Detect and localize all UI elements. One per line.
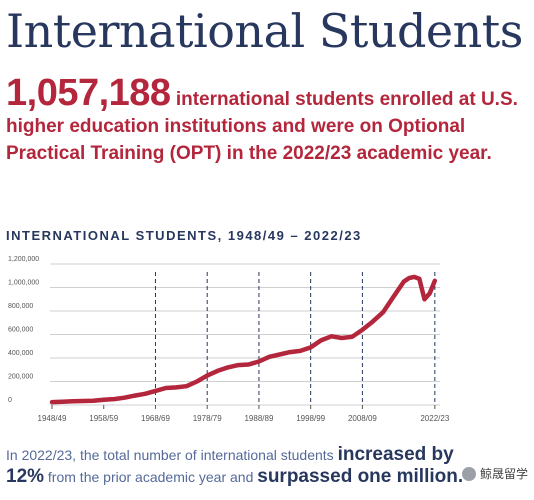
data-point	[320, 339, 322, 342]
hero-statement: 1,057,188 international students enrolle…	[6, 74, 526, 167]
x-tick-label: 1988/89	[244, 414, 273, 423]
y-tick-label: 400,000	[8, 350, 33, 357]
data-point	[402, 280, 405, 283]
y-tick-label: 1,000,000	[8, 280, 39, 287]
data-point	[330, 335, 333, 338]
data-point	[102, 398, 105, 401]
data-point	[418, 277, 421, 280]
data-point	[309, 346, 312, 349]
hero-text-1: international students	[175, 89, 375, 110]
data-point	[196, 380, 198, 383]
data-point	[237, 364, 240, 366]
data-point	[340, 337, 343, 339]
y-tick-label: 0	[8, 397, 12, 404]
y-tick-label: 200,000	[8, 374, 33, 381]
footnote-emph-2: surpassed one million.	[257, 466, 464, 487]
data-point	[92, 399, 95, 402]
data-point	[133, 394, 136, 397]
data-point	[185, 385, 188, 387]
x-tick-label: 2022/23	[420, 414, 449, 423]
data-point	[423, 298, 426, 301]
data-point	[392, 296, 395, 298]
data-point	[113, 398, 115, 400]
data-point	[227, 366, 229, 369]
data-point	[408, 277, 410, 279]
data-point	[278, 353, 281, 356]
data-point	[258, 360, 260, 363]
data-point	[289, 351, 291, 353]
data-point	[361, 329, 364, 331]
data-point	[154, 390, 157, 392]
data-point	[71, 400, 74, 403]
data-point	[82, 400, 84, 402]
data-point	[371, 320, 374, 323]
footnote-part-2: from the prior academic year and	[47, 469, 254, 485]
hero-text-2: enrolled at U.S. higher education instit…	[6, 89, 518, 164]
x-tick-label: 2008/09	[348, 414, 377, 423]
hero-number: 1,057,188	[6, 72, 171, 114]
x-tick-label: 1968/69	[141, 414, 170, 423]
data-point	[206, 374, 208, 377]
data-point	[123, 396, 126, 399]
data-point	[51, 401, 53, 403]
y-tick-label: 800,000	[8, 303, 33, 310]
data-point	[434, 279, 436, 282]
watermark-text: 鲸晟留学	[479, 467, 528, 481]
data-point	[351, 336, 353, 338]
data-point	[382, 311, 384, 313]
footnote-emph-1: increased by 12%	[6, 444, 454, 487]
watermark: 鲸晟留学	[461, 465, 528, 482]
footnote-part-1: In 2022/23, the total number of internat…	[6, 447, 334, 463]
x-tick-label: 1948/49	[38, 414, 67, 423]
data-point	[175, 386, 177, 389]
x-tick-label: 1978/79	[193, 414, 222, 423]
y-tick-label: 1,200,000	[8, 256, 39, 263]
data-point	[144, 393, 146, 395]
data-point	[247, 363, 250, 366]
x-tick-label: 1958/59	[89, 414, 118, 423]
x-tick-label: 1998/99	[296, 414, 325, 423]
chart-title: INTERNATIONAL STUDENTS, 1948/49 – 2022/2…	[6, 228, 362, 243]
line-chart: 0 200,000 400,000 600,000 800,000 1,000,000 1,…	[8, 256, 450, 423]
data-point	[216, 370, 219, 372]
data-point	[268, 356, 271, 358]
data-point	[413, 276, 415, 278]
data-point	[299, 350, 302, 352]
y-tick-label: 600,000	[8, 327, 33, 334]
page-title: International Students	[6, 4, 523, 58]
data-point	[61, 400, 64, 403]
data-point	[165, 387, 167, 389]
series-line	[49, 274, 438, 405]
footnote: In 2022/23, the total number of internat…	[6, 444, 486, 488]
wechat-icon	[461, 466, 476, 481]
data-point	[428, 292, 431, 295]
